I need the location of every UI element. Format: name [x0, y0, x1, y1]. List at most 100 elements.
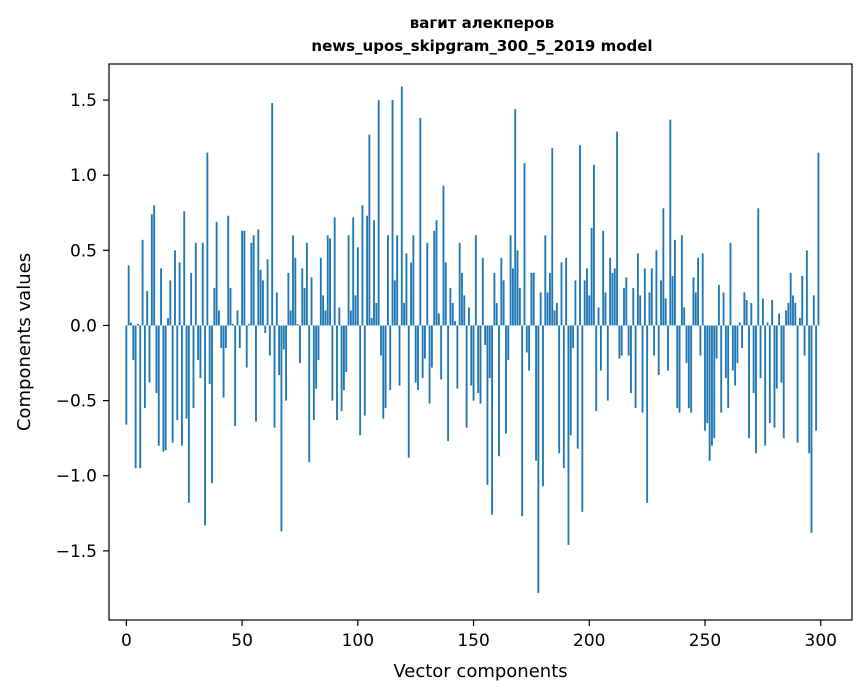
bar-140 — [449, 287, 452, 326]
bar-196 — [579, 145, 581, 326]
bar-170 — [518, 287, 521, 326]
bar-105 — [368, 134, 371, 326]
bar-45 — [229, 287, 232, 326]
bar-199 — [586, 268, 588, 326]
bar-168 — [514, 109, 517, 326]
bar-40 — [218, 310, 220, 326]
bar-116 — [393, 280, 396, 326]
bar-131 — [428, 325, 431, 404]
bar-272 — [755, 325, 757, 454]
bar-207 — [604, 292, 607, 326]
bar-17 — [164, 325, 167, 451]
bar-271 — [752, 325, 755, 394]
bar-133 — [433, 230, 436, 326]
bar-19 — [169, 280, 172, 326]
bar-8 — [143, 325, 146, 409]
bar-110 — [380, 325, 382, 356]
bar-27 — [187, 325, 190, 503]
bar-202 — [592, 164, 595, 326]
bar-264 — [736, 325, 739, 364]
bar-84 — [319, 257, 322, 326]
bar-85 — [322, 295, 325, 326]
bar-201 — [590, 227, 593, 326]
bar-289 — [794, 302, 797, 326]
bar-270 — [750, 302, 753, 326]
bar-114 — [389, 325, 392, 391]
bar-280 — [773, 325, 776, 428]
bar-70 — [287, 272, 290, 326]
bar-291 — [798, 317, 801, 326]
bar-277 — [766, 322, 769, 326]
bar-188 — [560, 262, 563, 326]
bar-228 — [653, 325, 656, 356]
bar-118 — [398, 325, 401, 386]
bar-106 — [370, 317, 373, 326]
bar-49 — [238, 325, 241, 349]
bar-72 — [292, 235, 294, 326]
bar-205 — [599, 325, 602, 371]
bar-151 — [474, 235, 477, 326]
bar-181 — [544, 235, 547, 326]
bar-292 — [801, 275, 804, 326]
bar-297 — [812, 295, 815, 326]
y-tick-label: −1.5 — [56, 542, 97, 562]
bar-22 — [176, 325, 179, 421]
y-tick-label: 0.5 — [70, 241, 97, 261]
bar-233 — [664, 298, 667, 326]
bar-100 — [356, 247, 359, 326]
bar-214 — [620, 325, 623, 356]
bar-18 — [167, 317, 169, 326]
bar-218 — [630, 325, 632, 394]
bar-81 — [312, 325, 315, 421]
bar-51 — [243, 230, 246, 326]
bar-247 — [697, 257, 699, 326]
bar-163 — [502, 280, 505, 326]
bar-294 — [805, 250, 808, 326]
bar-68 — [282, 325, 285, 350]
bar-63 — [271, 103, 274, 326]
bar-55 — [252, 235, 255, 326]
bar-274 — [759, 325, 762, 379]
bar-256 — [717, 284, 720, 326]
bar-60 — [264, 325, 267, 333]
bar-37 — [211, 325, 213, 484]
bar-175 — [530, 272, 533, 326]
bar-245 — [692, 277, 695, 326]
x-tick-label: 300 — [805, 631, 837, 651]
bar-155 — [484, 325, 487, 346]
bar-143 — [456, 325, 459, 389]
bar-237 — [674, 239, 676, 326]
bar-76 — [301, 268, 304, 326]
bar-29 — [192, 325, 195, 409]
bar-112 — [384, 325, 387, 409]
bar-195 — [576, 325, 579, 449]
bar-229 — [655, 250, 658, 326]
bar-107 — [373, 220, 375, 326]
bar-166 — [509, 235, 512, 326]
x-tick-label: 200 — [573, 631, 605, 651]
y-tick-label: 0.0 — [70, 316, 97, 336]
bar-35 — [206, 152, 209, 326]
bar-241 — [683, 307, 686, 326]
bar-286 — [787, 302, 790, 326]
bar-246 — [694, 292, 697, 326]
bar-177 — [535, 325, 537, 461]
bar-132 — [430, 325, 433, 368]
bar-253 — [711, 325, 713, 446]
bar-160 — [495, 302, 498, 326]
bar-251 — [706, 325, 709, 424]
bar-127 — [419, 118, 422, 326]
bar-150 — [472, 325, 475, 401]
bar-36 — [208, 325, 211, 385]
bar-149 — [470, 325, 473, 386]
bar-31 — [197, 325, 200, 361]
bar-126 — [417, 325, 419, 391]
bar-235 — [669, 119, 672, 326]
bar-75 — [299, 325, 301, 364]
bar-184 — [551, 148, 554, 326]
bar-244 — [690, 325, 693, 413]
bar-77 — [303, 287, 306, 326]
bar-12 — [153, 205, 156, 326]
bar-142 — [454, 320, 456, 326]
bar-103 — [363, 325, 366, 416]
